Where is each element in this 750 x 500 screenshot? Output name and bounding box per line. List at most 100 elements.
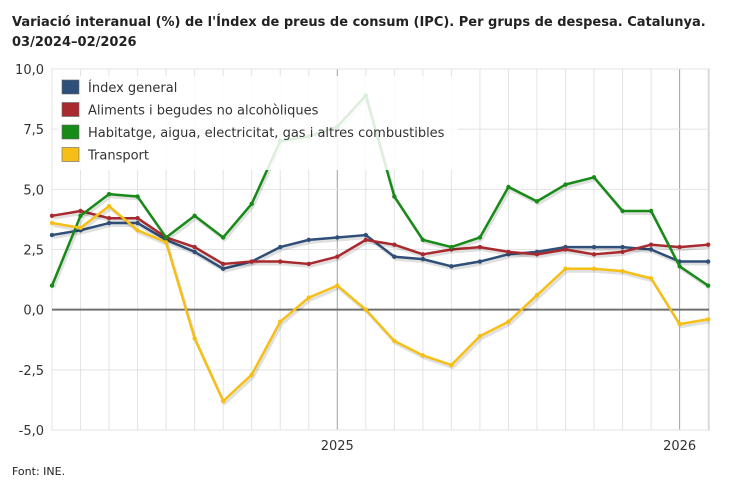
data-point bbox=[392, 242, 397, 247]
y-tick-label: 2,5 bbox=[23, 244, 44, 259]
data-point bbox=[135, 220, 140, 226]
series-line-2 bbox=[51, 209, 709, 266]
data-point bbox=[192, 336, 197, 341]
data-point bbox=[106, 191, 112, 197]
data-point bbox=[449, 264, 454, 269]
data-point bbox=[477, 235, 483, 240]
data-point bbox=[192, 249, 197, 255]
legend-swatch bbox=[61, 124, 80, 140]
data-point bbox=[220, 266, 226, 271]
data-point bbox=[306, 261, 311, 267]
y-tick-label: 10,0 bbox=[15, 63, 44, 78]
data-point bbox=[49, 220, 55, 226]
data-point bbox=[620, 244, 625, 250]
data-point bbox=[49, 232, 55, 238]
data-point bbox=[648, 242, 654, 247]
data-point bbox=[506, 319, 511, 324]
data-point bbox=[278, 259, 283, 264]
series-line-1 bbox=[51, 221, 709, 271]
data-point bbox=[220, 261, 226, 267]
chart-title-line1: Variació interanual (%) de l'Índex de pr… bbox=[12, 15, 706, 30]
data-point bbox=[648, 208, 654, 214]
data-point bbox=[192, 244, 197, 250]
x-tick-label: 2026 bbox=[663, 439, 696, 454]
data-point bbox=[335, 283, 340, 288]
data-point bbox=[306, 237, 311, 243]
y-tick-label: -2,5 bbox=[19, 364, 44, 379]
data-point bbox=[363, 307, 369, 312]
data-point bbox=[705, 259, 711, 264]
legend-label: Transport bbox=[87, 149, 149, 164]
data-point bbox=[249, 372, 254, 377]
data-point bbox=[506, 249, 511, 255]
legend-swatch bbox=[61, 102, 80, 117]
data-point bbox=[78, 213, 83, 219]
data-point bbox=[420, 353, 426, 358]
data-point bbox=[78, 225, 83, 231]
legend-box bbox=[58, 76, 458, 170]
data-point bbox=[534, 252, 540, 257]
data-point bbox=[449, 244, 454, 250]
x-tick-label: 2025 bbox=[321, 439, 354, 454]
data-point bbox=[563, 182, 568, 187]
data-point bbox=[677, 264, 682, 269]
data-point bbox=[563, 247, 568, 252]
data-point bbox=[163, 240, 169, 245]
data-point bbox=[477, 333, 483, 339]
data-point bbox=[563, 266, 568, 271]
data-point bbox=[163, 235, 169, 240]
data-point bbox=[220, 398, 226, 404]
data-point bbox=[363, 237, 369, 243]
data-point bbox=[49, 283, 55, 288]
data-point bbox=[392, 194, 397, 199]
data-point bbox=[534, 199, 540, 204]
data-point bbox=[705, 242, 711, 247]
data-point bbox=[106, 216, 112, 221]
data-point bbox=[106, 220, 112, 226]
data-point bbox=[106, 203, 112, 209]
data-point bbox=[335, 254, 340, 259]
legend-swatch bbox=[61, 147, 80, 162]
legend-label: Índex general bbox=[88, 80, 177, 96]
legend-label: Habitatge, aigua, electricitat, gas i al… bbox=[88, 126, 445, 141]
data-point bbox=[249, 201, 254, 206]
series-line-4 bbox=[51, 204, 709, 403]
data-point bbox=[392, 254, 397, 259]
data-point bbox=[420, 237, 426, 243]
data-point bbox=[677, 321, 682, 327]
data-point bbox=[135, 194, 140, 199]
data-point bbox=[363, 232, 369, 238]
data-point bbox=[477, 259, 483, 264]
data-point bbox=[78, 208, 83, 214]
data-point bbox=[620, 249, 625, 255]
data-point bbox=[705, 283, 711, 288]
data-point bbox=[620, 208, 625, 214]
y-tick-label: -5,0 bbox=[19, 424, 44, 439]
data-point bbox=[420, 252, 426, 257]
data-point bbox=[249, 259, 254, 264]
data-point bbox=[705, 317, 711, 322]
data-point bbox=[192, 213, 197, 219]
legend-label: Aliments i begudes no alcohòliques bbox=[88, 104, 319, 119]
data-point bbox=[534, 293, 540, 298]
data-point bbox=[306, 295, 311, 300]
chart-title-line2: 03/2024–02/2026 bbox=[12, 35, 137, 50]
y-tick-label: 5,0 bbox=[23, 183, 44, 198]
chart-title: Variació interanual (%) de l'Índex de pr… bbox=[12, 13, 712, 53]
data-point bbox=[591, 266, 597, 271]
data-point bbox=[591, 244, 597, 250]
data-point bbox=[335, 235, 340, 240]
data-point bbox=[278, 244, 283, 250]
data-point bbox=[477, 244, 483, 250]
data-point bbox=[591, 252, 597, 257]
source-note: Font: INE. bbox=[12, 465, 66, 478]
data-point bbox=[420, 256, 426, 262]
legend-swatch bbox=[61, 79, 80, 95]
data-point bbox=[135, 216, 140, 221]
data-point bbox=[392, 338, 397, 344]
data-point bbox=[648, 276, 654, 281]
data-point bbox=[677, 244, 682, 250]
data-point bbox=[449, 362, 454, 368]
data-point bbox=[591, 175, 597, 180]
